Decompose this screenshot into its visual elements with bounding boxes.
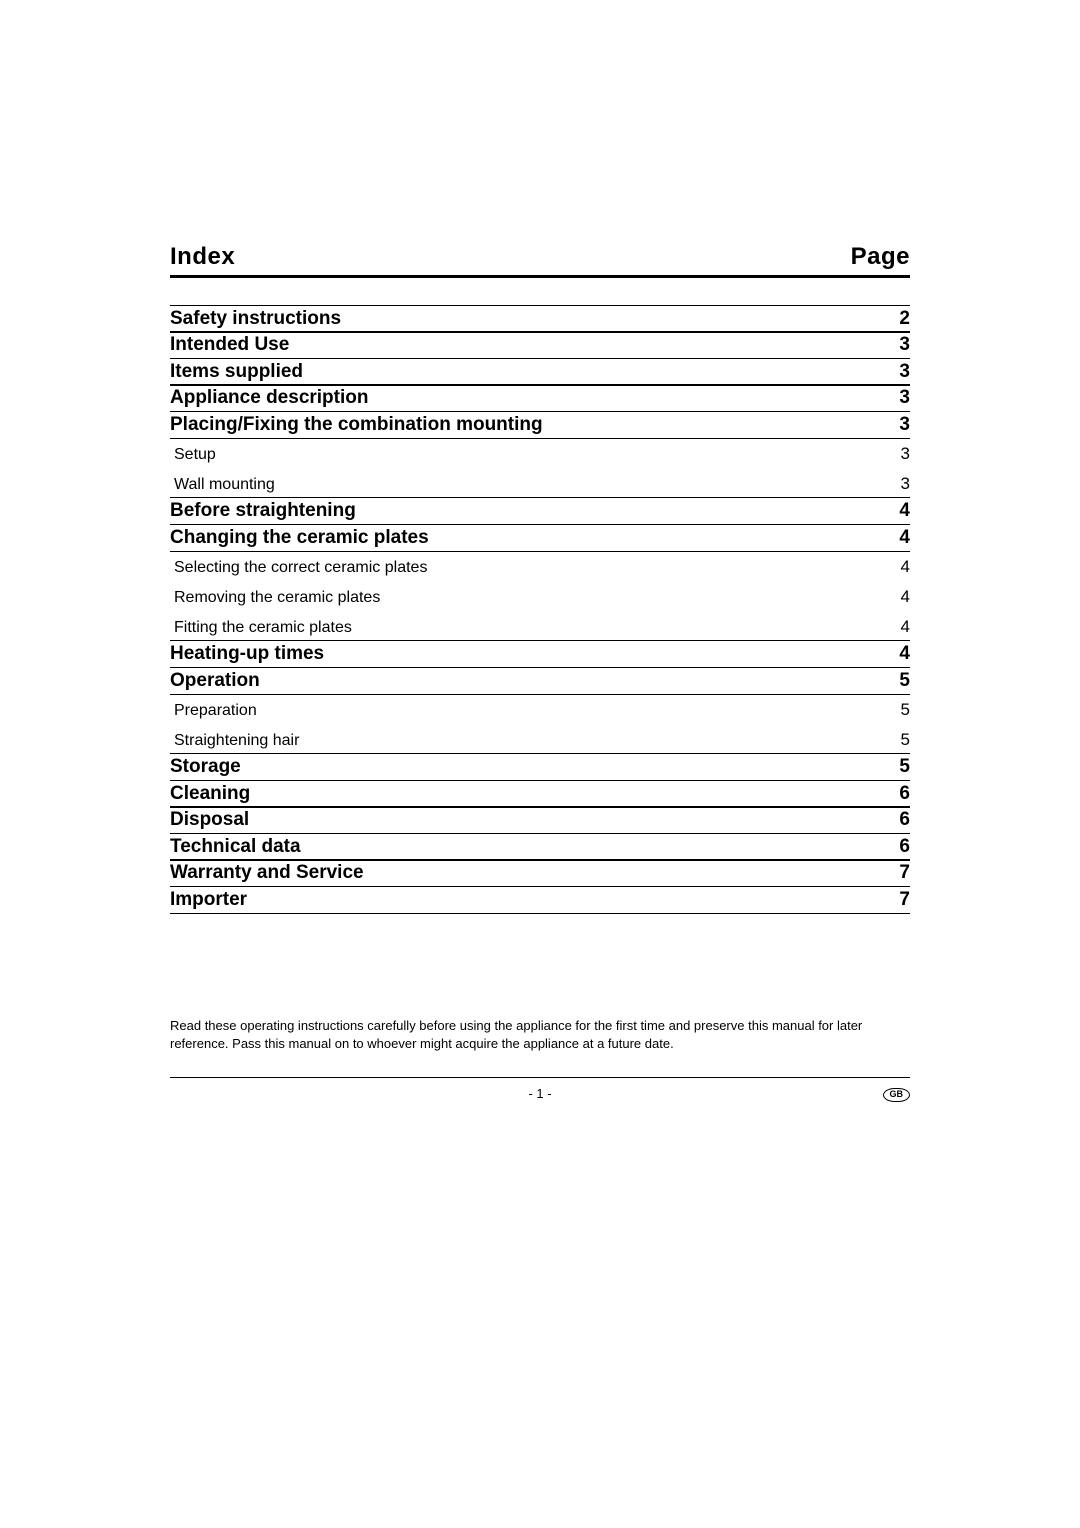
toc-title: Items supplied — [170, 361, 303, 383]
toc-title: Preparation — [174, 702, 257, 720]
page-number: - 1 - — [528, 1086, 551, 1101]
toc-page-number: 4 — [899, 500, 910, 522]
toc-title: Heating-up times — [170, 643, 324, 665]
toc-sub-row: Setup 3 — [170, 439, 910, 469]
toc-title: Warranty and Service — [170, 862, 364, 884]
toc-page-number: 4 — [899, 527, 910, 549]
toc-page-number: 3 — [899, 334, 910, 356]
toc-page-number: 6 — [899, 809, 910, 831]
toc-section-row: Operation 5 — [170, 667, 910, 695]
toc-container: Safety instructions2Intended Use3Items s… — [170, 305, 910, 914]
toc-page-number: 3 — [899, 387, 910, 409]
toc-title: Cleaning — [170, 783, 250, 805]
toc-title: Setup — [174, 446, 216, 464]
toc-page-number: 7 — [899, 889, 910, 911]
toc-sub-row: Fitting the ceramic plates 4 — [170, 612, 910, 642]
toc-title: Intended Use — [170, 334, 289, 356]
toc-section-row: Heating-up times 4 — [170, 640, 910, 668]
toc-sub-row: Selecting the correct ceramic plates 4 — [170, 552, 910, 582]
toc-title: Appliance description — [170, 387, 368, 409]
toc-section-row: Technical data 6 — [170, 833, 910, 861]
toc-section-row: Cleaning 6 — [170, 780, 910, 808]
toc-section-row: Intended Use 3 — [170, 331, 910, 359]
toc-page-number: 3 — [899, 414, 910, 436]
toc-section-row: Warranty and Service 7 — [170, 859, 910, 887]
toc-section-row: Appliance description 3 — [170, 384, 910, 412]
header-right: Page — [851, 243, 910, 271]
toc-title: Before straightening — [170, 500, 356, 522]
toc-sub-row: Removing the ceramic plates 4 — [170, 582, 910, 612]
toc-section-row: Storage 5 — [170, 753, 910, 781]
toc-title: Removing the ceramic plates — [174, 589, 380, 607]
toc-sub-row: Preparation 5 — [170, 695, 910, 725]
toc-section-row: Safety instructions 2 — [170, 305, 910, 333]
toc-page-number: 3 — [899, 361, 910, 383]
toc-title: Technical data — [170, 836, 301, 858]
toc-page-number: 5 — [901, 700, 910, 720]
toc-title: Wall mounting — [174, 476, 275, 494]
toc-page-number: 6 — [899, 836, 910, 858]
toc-page-number: 4 — [899, 643, 910, 665]
toc-section-row: Items supplied 3 — [170, 358, 910, 386]
toc-title: Importer — [170, 889, 247, 911]
toc-page-number: 7 — [899, 862, 910, 884]
toc-title: Disposal — [170, 809, 249, 831]
toc-title: Straightening hair — [174, 732, 299, 750]
toc-title: Safety instructions — [170, 308, 341, 330]
toc-page-number: 4 — [901, 557, 910, 577]
toc-section-row: Importer 7 — [170, 886, 910, 914]
toc-page-number: 3 — [901, 474, 910, 494]
toc-page-number: 5 — [899, 670, 910, 692]
index-header: Index Page — [170, 243, 910, 278]
toc-title: Changing the ceramic plates — [170, 527, 429, 549]
toc-section-row: Before straightening 4 — [170, 497, 910, 525]
toc-title: Storage — [170, 756, 241, 778]
toc-page-number: 3 — [901, 444, 910, 464]
toc-page-number: 5 — [899, 756, 910, 778]
toc-page-number: 5 — [901, 730, 910, 750]
toc-sub-row: Wall mounting 3 — [170, 469, 910, 499]
page-content: Index Page Safety instructions2Intended … — [170, 243, 910, 914]
toc-title: Selecting the correct ceramic plates — [174, 559, 427, 577]
toc-section-row: Changing the ceramic plates 4 — [170, 524, 910, 552]
toc-page-number: 4 — [901, 587, 910, 607]
header-left: Index — [170, 243, 235, 271]
toc-sub-row: Straightening hair 5 — [170, 725, 910, 755]
footer-note: Read these operating instructions carefu… — [170, 1017, 910, 1053]
toc-section-row: Disposal 6 — [170, 806, 910, 834]
toc-page-number: 2 — [899, 308, 910, 330]
country-badge: GB — [883, 1088, 911, 1102]
toc-title: Fitting the ceramic plates — [174, 619, 352, 637]
toc-section-row: Placing/Fixing the combination mounting 3 — [170, 411, 910, 439]
bottom-bar: - 1 - GB — [170, 1077, 910, 1101]
toc-page-number: 6 — [899, 783, 910, 805]
toc-title: Placing/Fixing the combination mounting — [170, 414, 543, 436]
toc-page-number: 4 — [901, 617, 910, 637]
toc-title: Operation — [170, 670, 260, 692]
